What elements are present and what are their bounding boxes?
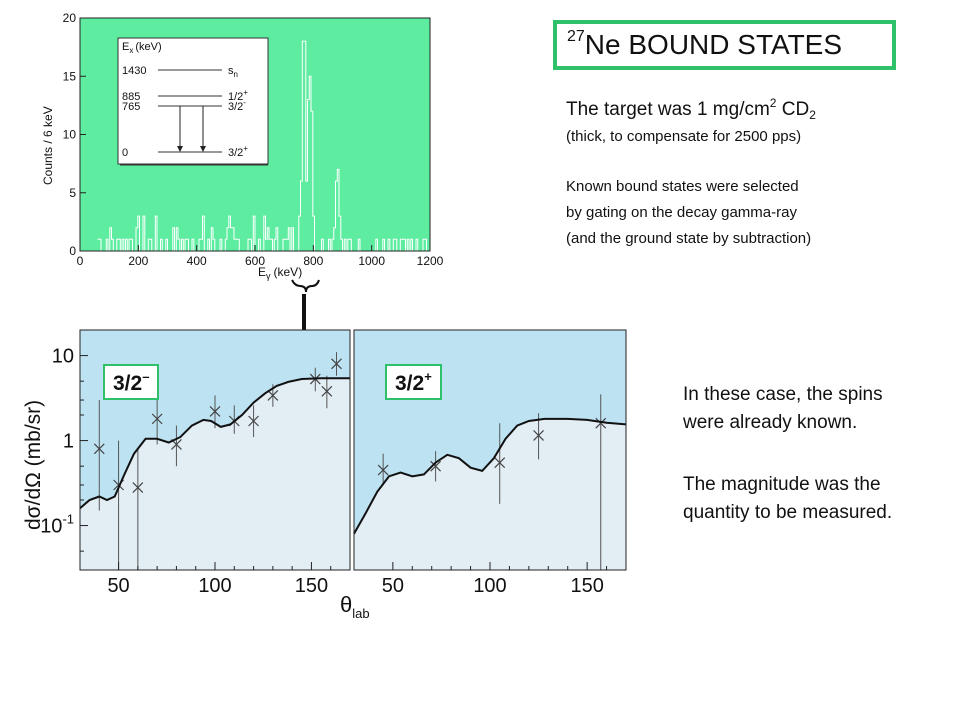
spectrum-y-axis-label: Counts / 6 keV: [41, 106, 55, 185]
data-point-marker: [248, 415, 259, 427]
y-tick-label: 10-1: [40, 512, 74, 538]
level-scheme-inset: Ex (keV) 1430 sn 885 1/2+ 765 3/2- 0 3/2+: [117, 37, 269, 166]
inset-level-spin: 3/2+: [228, 144, 248, 159]
transition-arrowhead-885: [177, 146, 183, 152]
panel-b-data-points: [377, 394, 607, 570]
data-point-marker: [151, 413, 163, 425]
inset-level-energy: 0: [122, 147, 128, 159]
y-tick-label: 1: [63, 431, 74, 453]
target-description: The target was 1 mg/cm2 CD2: [566, 96, 816, 122]
x-tick-label: 100: [198, 575, 231, 597]
cross-section-panel-3-2-minus: 50 100 150 10 1 10-1: [40, 329, 351, 597]
panel-a-y-ticks: 10 1 10-1: [40, 346, 88, 552]
data-point-marker: [267, 389, 279, 401]
data-point-marker: [132, 482, 144, 493]
note-line-1: (thick, to compensate for 2500 pps): [566, 128, 802, 145]
x-tick-label: 50: [382, 575, 404, 597]
x-tick-label: 150: [295, 575, 328, 597]
target-prefix: The target was 1 mg/cm: [566, 99, 770, 120]
inset-level-spin: 1/2+: [228, 88, 248, 103]
panel-a-x-ticks: 50 100 150: [107, 562, 332, 597]
title-box: 27Ne BOUND STATES: [553, 20, 896, 70]
title-text: Ne BOUND STATES: [584, 29, 843, 60]
data-point-marker: [494, 457, 506, 469]
target-unit-sup: 2: [769, 96, 777, 110]
paragraph-line-2: were already known.: [683, 412, 858, 433]
inset-level-energy: 765: [122, 101, 140, 113]
spectrum-y-tick-label: 0: [69, 244, 76, 258]
spectrum-x-tick-label: 1200: [417, 254, 444, 268]
inset-level-spin: 3/2-: [228, 98, 246, 113]
y-tick-label: 10: [52, 346, 74, 368]
x-tick-label: 50: [107, 575, 129, 597]
inset-frame: [117, 37, 269, 165]
spectrum-x-tick-label: 0: [77, 254, 84, 268]
data-point-marker: [321, 385, 333, 397]
data-point-marker: [595, 417, 607, 429]
spin-label-3-2-plus: 3/2+: [385, 364, 442, 400]
note-line-4: (and the ground state by subtraction): [566, 230, 812, 247]
x-tick-label: 100: [473, 575, 506, 597]
data-point-marker: [377, 464, 389, 476]
panel-a-theory-curve: [79, 377, 350, 509]
spectrum-y-tick-label: 15: [63, 69, 77, 83]
note-line-3: by gating on the decay gamma-ray: [566, 204, 797, 221]
transition-arrowhead-765: [200, 146, 206, 152]
target-material: CD: [776, 99, 810, 120]
spectrum-x-tick-label: 400: [187, 254, 207, 268]
spectrum-y-tick-label: 5: [69, 186, 76, 200]
paragraph-line-1: In these case, the spins: [683, 384, 883, 405]
spin-label-a-parity: –: [142, 369, 150, 384]
peak-selection-brace: [291, 279, 320, 293]
spectrum-y-tick-label: 10: [63, 128, 77, 142]
spectrum-x-tick-label: 600: [245, 254, 265, 268]
inset-level-energy: 885: [122, 91, 140, 103]
gamma-spectrum-chart: 0 200 400 600 800 1000 1200 0 5 10 15 20 Eγ (keV) C…: [41, 11, 444, 281]
paragraph-line-4: quantity to be measured.: [683, 502, 893, 523]
spin-label-3-2-minus: 3/2–: [103, 364, 160, 400]
inset-levels: 1430 sn 885 1/2+ 765 3/2- 0 3/2+: [122, 65, 248, 159]
inset-header: Ex (keV): [122, 41, 162, 55]
inset-level-energy: 1430: [122, 65, 146, 77]
data-point-marker: [533, 429, 544, 441]
note-line-2: Known bound states were selected: [566, 178, 799, 195]
spectrum-x-tick-label: 800: [303, 254, 323, 268]
data-point-marker: [209, 406, 221, 417]
title-mass-number: 27: [567, 28, 585, 45]
page-title: 27Ne BOUND STATES: [567, 28, 842, 61]
spectrum-x-tick-label: 1000: [358, 254, 385, 268]
spectrum-x-tick-label: 200: [128, 254, 148, 268]
data-point-marker: [430, 460, 442, 472]
paragraph-line-3: The magnitude was the: [683, 474, 881, 495]
inset-level-spin: sn: [228, 65, 238, 79]
spin-label-a-text: 3/2: [113, 372, 143, 395]
target-material-sub: 2: [809, 108, 816, 122]
spectrum-x-ticks: 0 200 400 600 800 1000 1200: [77, 245, 444, 268]
spectrum-x-axis-label: Eγ (keV): [258, 265, 302, 281]
spectrum-y-tick-label: 20: [63, 11, 77, 25]
data-point-marker: [331, 358, 342, 370]
panel-b-theory-curve: [353, 417, 627, 535]
cross-section-x-axis-label: θlab: [340, 592, 370, 621]
spin-label-b-parity: +: [424, 369, 432, 384]
spin-label-b-text: 3/2: [395, 372, 425, 395]
x-tick-label: 150: [570, 575, 603, 597]
cross-section-y-axis-label: dσ/dΩ (mb/sr): [22, 400, 45, 530]
panel-b-x-ticks: 50 100 150: [382, 562, 608, 597]
data-point-marker: [93, 443, 105, 455]
spectrum-y-ticks: 0 5 10 15 20: [63, 11, 86, 258]
